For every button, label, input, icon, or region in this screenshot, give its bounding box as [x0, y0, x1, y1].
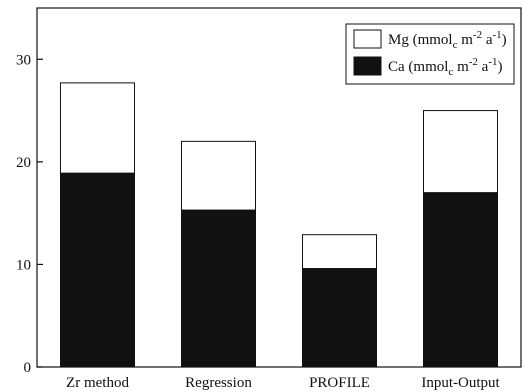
- y-tick-label: 20: [16, 155, 31, 171]
- bars-layer: [60, 82, 498, 368]
- legend-swatch-mg: [353, 29, 382, 49]
- bar-ca-0: [60, 172, 135, 368]
- bar-ca-3: [423, 192, 498, 368]
- x-category-label: Input-Output: [421, 375, 500, 391]
- bar-ca-1: [181, 209, 256, 368]
- y-tick-label: 0: [24, 360, 32, 376]
- bar-mg-0: [60, 82, 135, 174]
- x-category-label: PROFILE: [309, 375, 370, 391]
- bar-mg-2: [302, 234, 377, 270]
- bar-mg-1: [181, 140, 256, 211]
- legend-label-ca: Ca (mmolc m-2 a-1): [388, 56, 503, 78]
- x-category-label: Zr method: [66, 375, 129, 391]
- legend: Mg (mmolc m-2 a-1) Ca (mmolc m-2 a-1): [345, 23, 515, 85]
- plot-frame: [36, 7, 522, 368]
- x-categories-layer: Zr method Regression PROFILE Input-Output: [66, 375, 500, 391]
- y-ticks-layer: 0 10 20 30: [16, 52, 43, 376]
- legend-label-mg: Mg (mmolc m-2 a-1): [388, 29, 507, 51]
- y-tick-label: 30: [16, 52, 31, 68]
- legend-swatch-ca: [353, 56, 382, 76]
- x-category-label: Regression: [185, 375, 252, 391]
- axes-layer: [36, 7, 522, 368]
- bar-mg-3: [423, 110, 498, 194]
- y-tick-label: 10: [16, 257, 31, 273]
- bar-ca-2: [302, 268, 377, 368]
